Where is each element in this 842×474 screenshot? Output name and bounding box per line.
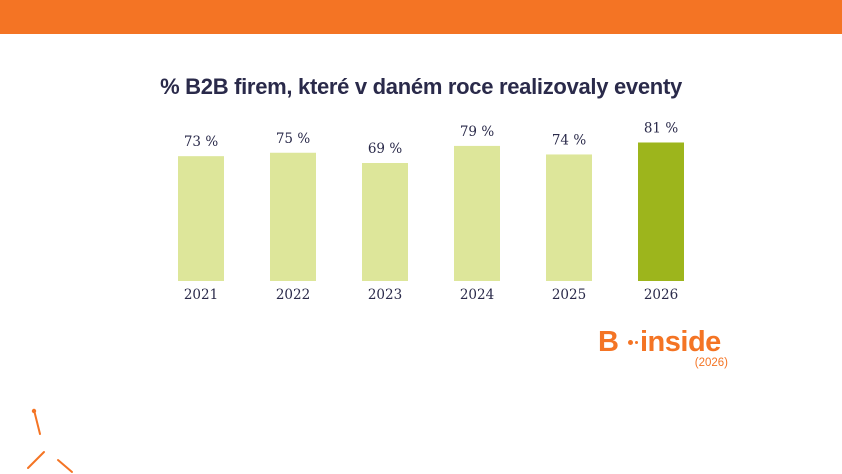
data-label-2026: 81 % <box>644 120 678 136</box>
data-label-2024: 79 % <box>460 124 494 140</box>
brand-year: (2026) <box>694 357 728 369</box>
top-accent-band <box>0 0 842 34</box>
bar-chart: 73 % 2021 75 % 2022 69 % 2023 79 % 2024 74 % 2025… <box>178 120 684 303</box>
brand-letter: B <box>598 326 619 358</box>
x-tick-label-2023: 2023 <box>368 287 402 303</box>
x-tick-label-2022: 2022 <box>276 287 310 303</box>
data-label-2022: 75 % <box>276 131 310 147</box>
bar-2022 <box>270 152 316 281</box>
data-label-2023: 69 % <box>368 141 402 157</box>
bar-2024 <box>454 145 500 281</box>
chart-title: % B2B firem, které v daném roce realizov… <box>160 74 682 99</box>
bar-2021 <box>178 156 224 281</box>
data-label-2021: 73 % <box>184 134 218 150</box>
bar-2025 <box>546 154 592 281</box>
decorative-arrows-icon <box>27 408 73 473</box>
x-tick-label-2026: 2026 <box>644 287 678 303</box>
brand-logo: B inside (2026) <box>598 326 730 374</box>
x-tick-label-2021: 2021 <box>184 287 218 303</box>
x-tick-label-2025: 2025 <box>552 287 586 303</box>
x-tick-label-2024: 2024 <box>460 287 494 303</box>
bar-2026 <box>638 142 684 281</box>
data-label-2025: 74 % <box>552 132 586 148</box>
brand-dots-icon <box>626 337 640 347</box>
brand-wordmark: inside <box>640 326 721 358</box>
bar-2023 <box>362 163 408 281</box>
